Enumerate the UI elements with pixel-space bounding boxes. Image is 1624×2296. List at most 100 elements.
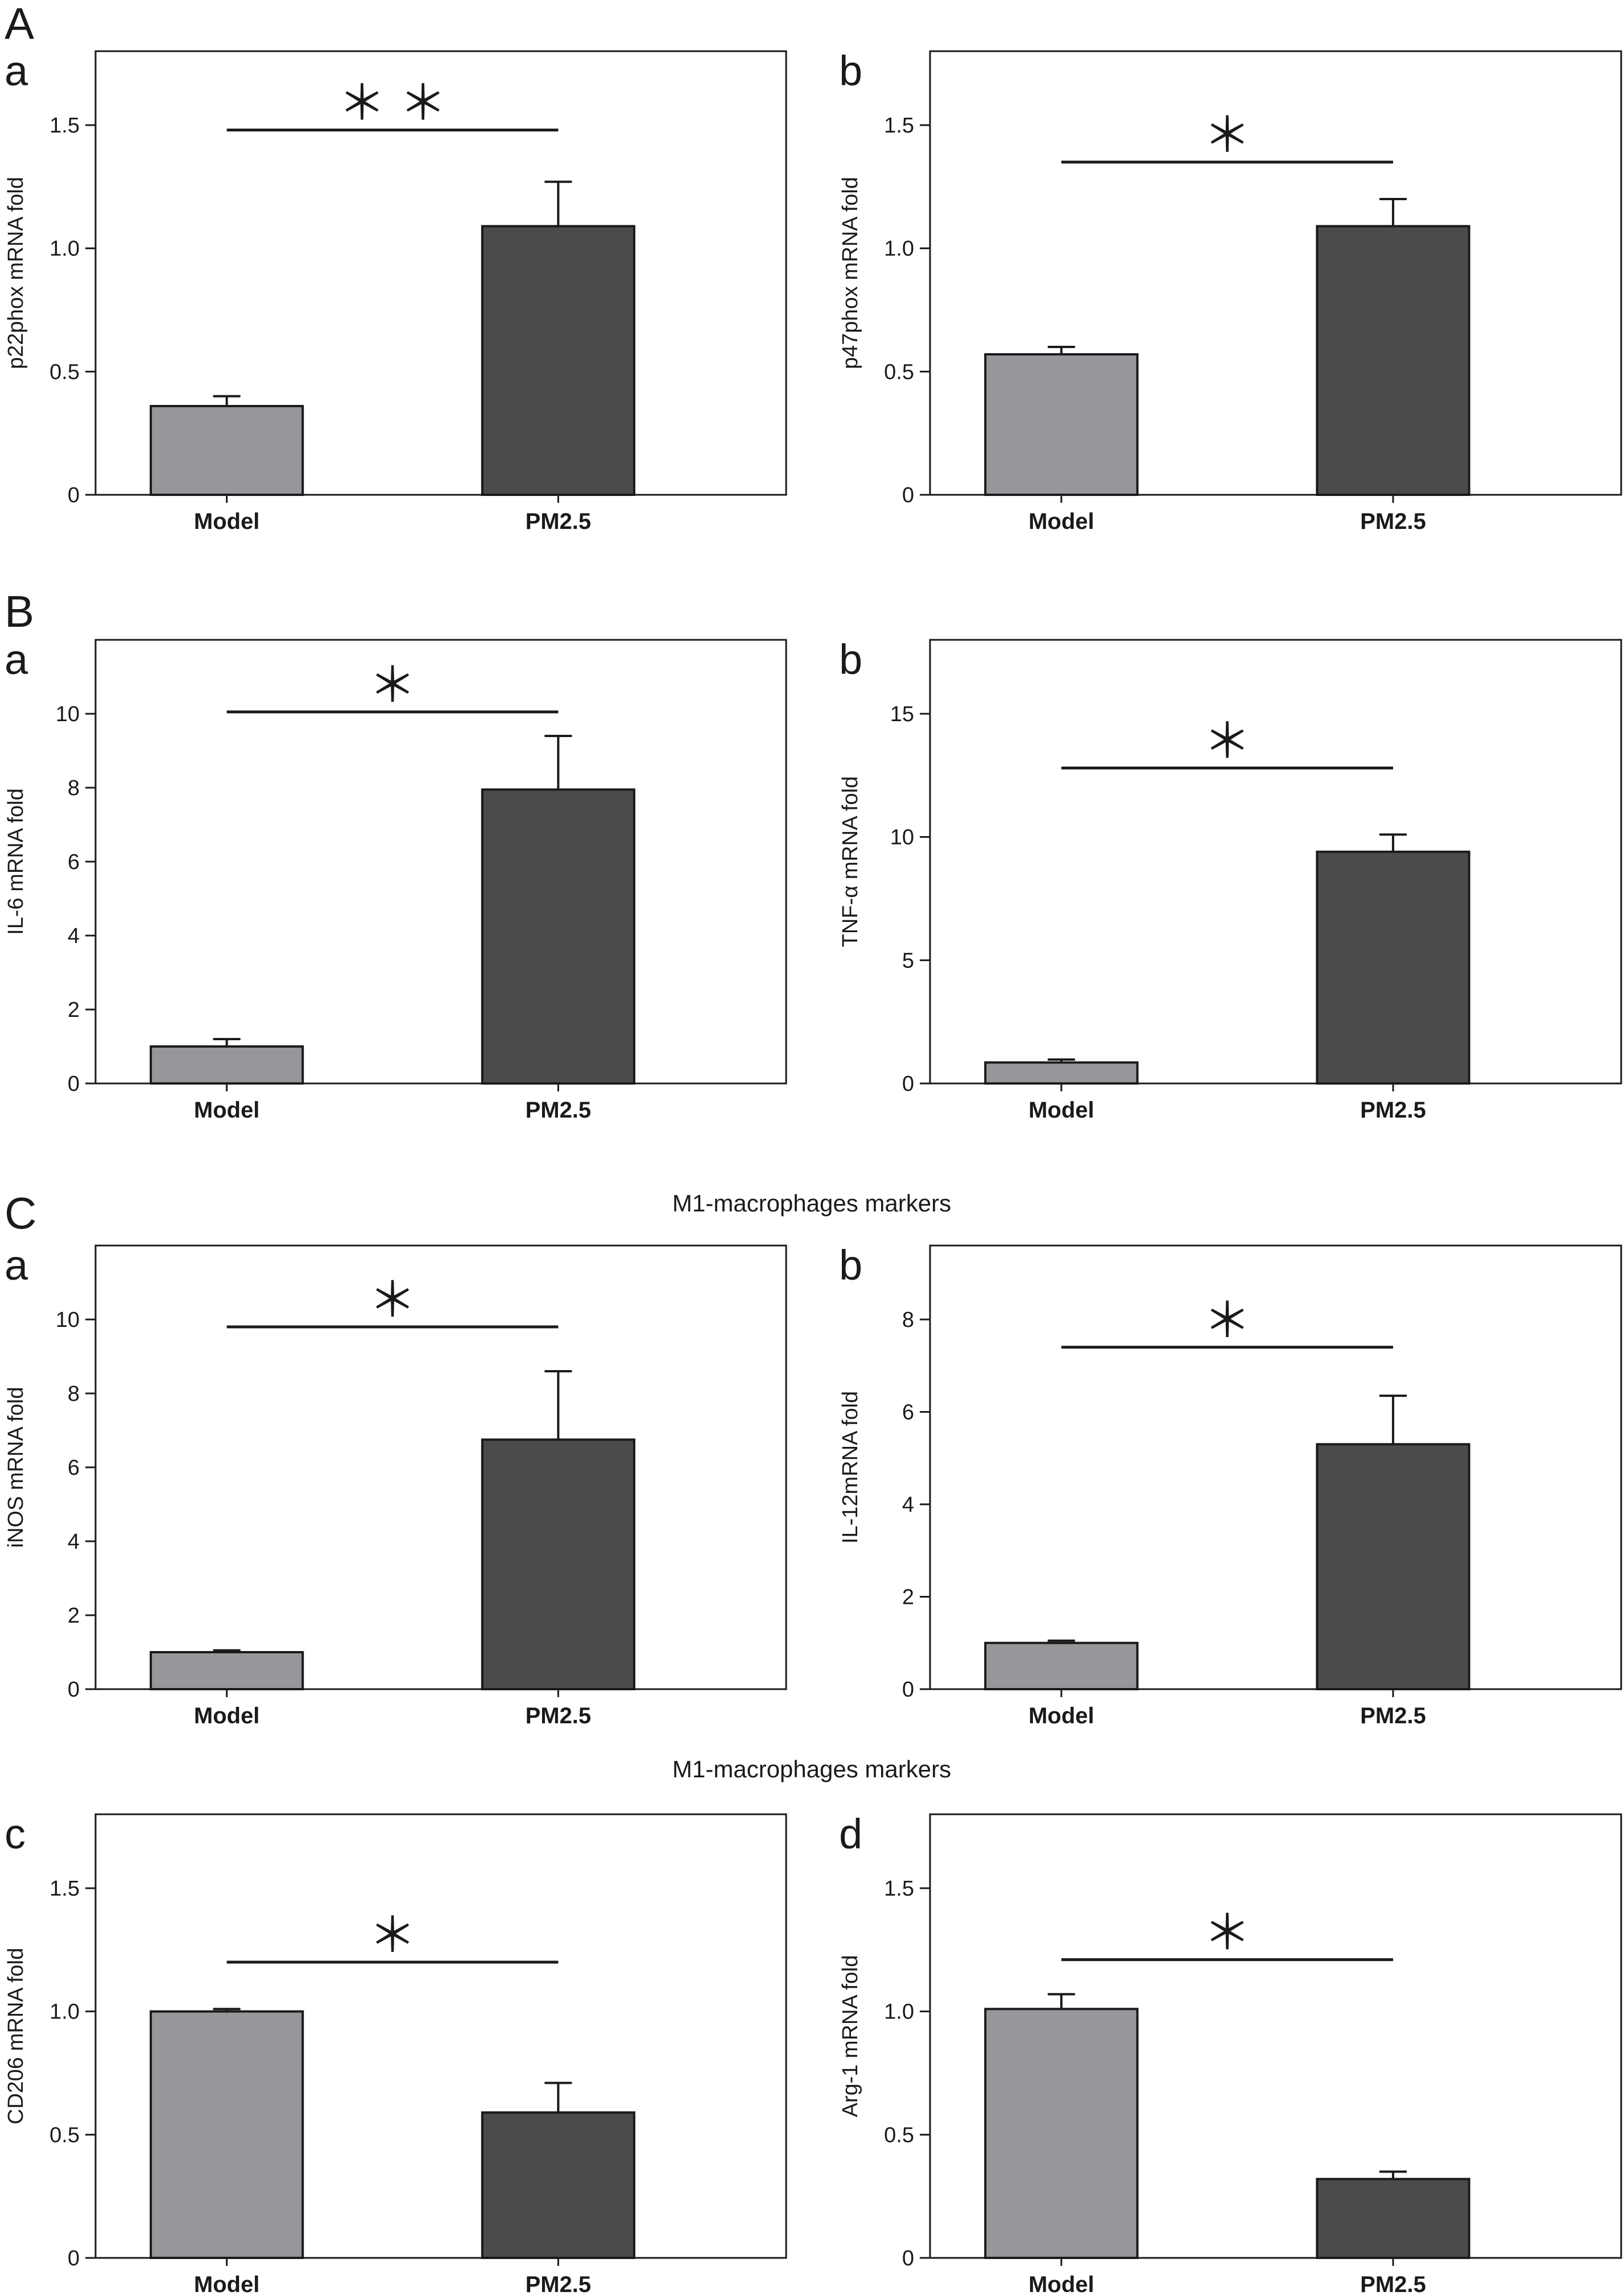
- y-tick-label: 6: [902, 1401, 914, 1425]
- y-tick-label: 6: [68, 1456, 80, 1480]
- significance-marker: ＊ ＊: [338, 77, 447, 130]
- y-tick-label: 0: [68, 1072, 80, 1096]
- y-tick-label: 1.5: [49, 114, 80, 138]
- y-tick-label: 2: [68, 1604, 80, 1628]
- y-tick-label: 2: [68, 998, 80, 1022]
- plot-frame: [929, 1244, 1622, 1690]
- section-c-lower-title: M1-macrophages markers: [672, 1756, 951, 1782]
- panel-label: b: [839, 47, 862, 94]
- y-tick-label: 0.5: [884, 360, 914, 384]
- y-axis-label: p47phox mRNA fold: [838, 177, 862, 369]
- significance-marker: ＊: [369, 1273, 416, 1327]
- x-tick-label: Model: [1028, 1703, 1094, 1728]
- x-tick-label: PM2.5: [1360, 2272, 1426, 2296]
- y-axis-label: IL-12mRNA fold: [838, 1391, 862, 1544]
- panel-label: d: [839, 1810, 862, 1858]
- y-tick-label: 4: [68, 1530, 80, 1554]
- plot-frame: [94, 50, 787, 496]
- y-tick-label: 4: [68, 924, 80, 948]
- y-tick-label: 0.5: [49, 360, 80, 384]
- y-tick-label: 10: [890, 826, 914, 850]
- y-tick-label: 8: [902, 1308, 914, 1332]
- y-tick-label: 4: [902, 1493, 914, 1517]
- y-tick-label: 0: [68, 1678, 80, 1702]
- y-tick-label: 10: [56, 1308, 80, 1332]
- chart-panel-4: b 0 5 10 15 TNF-α mRNA fold Model PM2.5 ＊: [838, 636, 1622, 1123]
- bar-model: [150, 405, 304, 496]
- bar-pm25: [1316, 2178, 1470, 2259]
- bar-model: [984, 353, 1139, 496]
- x-tick-label: Model: [194, 2272, 260, 2296]
- y-axis-label: CD206 mRNA fold: [4, 1948, 28, 2124]
- y-tick-label: 0.5: [49, 2123, 80, 2147]
- chart-panel-1: a 0 0.5 1.0 1.5 p22phox mRNA fold Model PM2.5 ＊ …: [4, 47, 787, 534]
- x-tick-label: Model: [1028, 509, 1094, 534]
- bar-pm25: [1316, 850, 1470, 1085]
- y-tick-label: 8: [68, 776, 80, 800]
- y-tick-label: 1.0: [49, 237, 80, 261]
- bar-pm25: [481, 225, 635, 496]
- x-tick-label: PM2.5: [1360, 1098, 1426, 1123]
- chart-panel-7: c 0 0.5 1.0 1.5 CD206 mRNA fold Model PM2.5 ＊: [4, 1810, 787, 2296]
- y-tick-label: 0: [902, 483, 914, 507]
- chart-panel-8: d 0 0.5 1.0 1.5 Arg-1 mRNA fold Model PM2.5 ＊: [838, 1810, 1622, 2296]
- y-tick-label: 0: [902, 1678, 914, 1702]
- x-tick-label: PM2.5: [526, 2272, 592, 2296]
- y-tick-label: 2: [902, 1586, 914, 1610]
- x-tick-label: PM2.5: [526, 1703, 592, 1728]
- y-axis-label: Arg-1 mRNA fold: [838, 1955, 862, 2117]
- plot-frame: [94, 1813, 787, 2259]
- y-tick-label: 1.5: [884, 1877, 914, 1901]
- y-tick-label: 1.0: [884, 237, 914, 261]
- significance-marker: ＊: [1203, 714, 1251, 768]
- panel-label: a: [5, 636, 28, 683]
- y-tick-label: 0: [68, 483, 80, 507]
- chart-panel-3: a 0 2 4 6 8 10 IL-6 mRNA fold Model PM2.5 ＊: [4, 636, 787, 1123]
- panel-label: a: [5, 47, 28, 94]
- x-tick-label: Model: [194, 1703, 260, 1728]
- significance-marker: ＊: [369, 1909, 416, 1962]
- plot-frame: [929, 50, 1622, 496]
- y-tick-label: 0: [902, 1072, 914, 1096]
- bar-pm25: [481, 788, 635, 1085]
- y-tick-label: 8: [68, 1382, 80, 1406]
- x-tick-label: PM2.5: [1360, 509, 1426, 534]
- y-tick-label: 6: [68, 850, 80, 874]
- significance-marker: ＊: [369, 659, 416, 712]
- bar-model: [984, 1061, 1139, 1085]
- section-label-b: B: [5, 586, 34, 636]
- panel-label: b: [839, 636, 862, 683]
- y-tick-label: 1.0: [49, 2000, 80, 2024]
- section-label-c: C: [5, 1188, 36, 1238]
- y-tick-label: 1.0: [884, 2000, 914, 2024]
- x-tick-label: Model: [1028, 1098, 1094, 1123]
- bar-pm25: [1316, 1443, 1470, 1690]
- y-axis-label: p22phox mRNA fold: [4, 177, 28, 369]
- bar-pm25: [481, 1438, 635, 1690]
- y-tick-label: 1.5: [884, 114, 914, 138]
- bar-pm25: [481, 2111, 635, 2259]
- bar-model: [150, 1045, 304, 1085]
- chart-panel-2: b 0 0.5 1.0 1.5 p47phox mRNA fold Model PM2.5 ＊: [838, 47, 1622, 534]
- y-tick-label: 1.5: [49, 1877, 80, 1901]
- bar-model: [150, 1651, 304, 1690]
- y-tick-label: 10: [56, 702, 80, 726]
- y-tick-label: 0: [68, 2247, 80, 2270]
- significance-marker: ＊: [1203, 1906, 1251, 1960]
- chart-panel-6: b 0 2 4 6 8 IL-12mRNA fold Model PM2.5 ＊: [838, 1242, 1622, 1728]
- bar-pm25: [1316, 225, 1470, 496]
- panel-label: b: [839, 1242, 862, 1289]
- y-axis-label: IL-6 mRNA fold: [4, 788, 28, 935]
- plot-frame: [929, 639, 1622, 1085]
- y-tick-label: 15: [890, 702, 914, 726]
- y-tick-label: 5: [902, 949, 914, 973]
- y-tick-label: 0: [902, 2247, 914, 2270]
- bar-model: [984, 2008, 1139, 2259]
- panel-label: c: [5, 1810, 26, 1858]
- bar-model: [150, 2010, 304, 2260]
- y-axis-label: iNOS mRNA fold: [4, 1387, 28, 1548]
- section-label-a: A: [5, 0, 34, 48]
- significance-marker: ＊: [1203, 109, 1251, 162]
- x-tick-label: PM2.5: [1360, 1703, 1426, 1728]
